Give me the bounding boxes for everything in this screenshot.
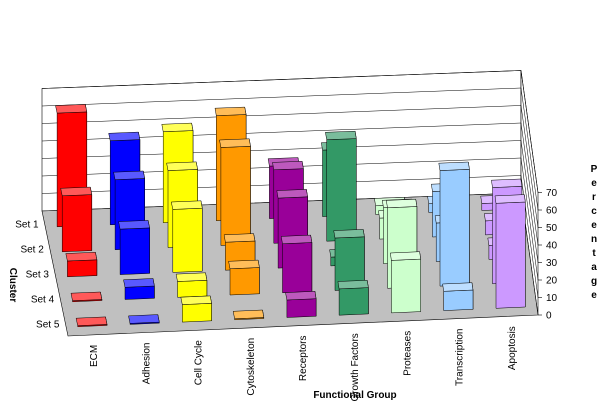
bar <box>60 186 93 253</box>
z-axis-label-letter: e <box>591 178 597 189</box>
bar <box>228 259 260 296</box>
gridline <box>41 70 539 193</box>
z-tick-label: 20 <box>546 276 558 287</box>
category-label: Apoptosis <box>507 326 518 370</box>
category-label: Adhesion <box>141 343 152 385</box>
bar <box>494 194 526 309</box>
bar <box>390 251 421 314</box>
category-label: ECM <box>89 345 100 367</box>
z-axis-label-letter: t <box>592 248 596 259</box>
z-tick-label: 50 <box>546 223 558 234</box>
bar <box>123 278 155 300</box>
category-label: Cytoskeleton <box>246 338 257 396</box>
z-tick-label: 60 <box>546 206 558 217</box>
gridline <box>41 87 539 211</box>
y-axis-label: Cluster <box>7 268 18 303</box>
bar <box>175 272 208 298</box>
series-label: Set 2 <box>20 245 44 256</box>
chart-labels: 0 10 20 30 40 50 60 70 ECM Adhesion Cell Cycle Cyto… <box>15 188 557 402</box>
z-axis-label-letter: e <box>591 290 597 301</box>
bar <box>70 291 103 303</box>
z-axis-label-letter: r <box>592 192 596 203</box>
chart-bars <box>55 104 526 327</box>
x-axis-label: Functional Group <box>313 390 396 401</box>
bar <box>442 282 474 311</box>
z-axis-label-letter: a <box>591 262 597 273</box>
bar <box>219 138 251 246</box>
bar <box>285 291 317 318</box>
bar <box>65 252 98 278</box>
gridline <box>41 122 539 246</box>
bar <box>75 316 108 327</box>
z-axis-label-letter: n <box>591 234 597 245</box>
series-label: Set 4 <box>31 295 55 306</box>
series-label: Set 3 <box>26 270 50 281</box>
z-tick-label: 40 <box>546 241 558 252</box>
bar <box>232 309 265 321</box>
bar <box>438 161 470 287</box>
series-label: Set 5 <box>36 320 60 331</box>
gridline <box>41 157 539 281</box>
z-tick-label: 70 <box>546 188 558 199</box>
bar <box>128 314 160 325</box>
gridline <box>41 175 539 298</box>
series-label: Set 1 <box>15 220 39 231</box>
z-tick-label: 10 <box>546 293 558 304</box>
category-label: Cell Cycle <box>194 340 205 385</box>
category-label: Transcription <box>455 329 466 386</box>
gridline <box>41 105 539 228</box>
category-label: Receptors <box>298 336 309 382</box>
z-axis-label-letter: e <box>591 220 597 231</box>
bar <box>333 229 365 291</box>
bar <box>118 220 150 275</box>
z-axis-label-letter: P <box>591 164 598 175</box>
z-axis-label-letter: c <box>591 206 597 217</box>
bar <box>180 295 212 323</box>
gridline <box>41 140 539 263</box>
z-axis-label-letter: g <box>591 276 597 287</box>
bar <box>325 130 357 242</box>
z-tick-label: 30 <box>546 258 558 269</box>
category-label: Growth Factors <box>350 333 361 401</box>
bar <box>280 234 313 294</box>
bar <box>337 280 369 316</box>
z-tick-label: 0 <box>546 311 552 322</box>
category-label: Proteases <box>402 331 413 376</box>
bar <box>170 200 203 273</box>
